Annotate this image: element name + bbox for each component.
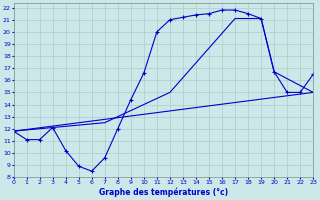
X-axis label: Graphe des températures (°c): Graphe des températures (°c) [99,188,228,197]
